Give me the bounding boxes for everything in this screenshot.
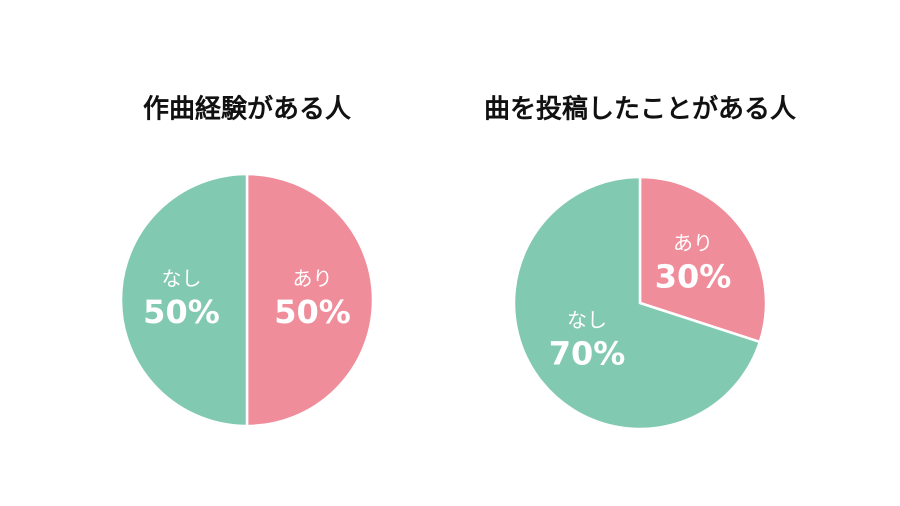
slice-value-label: 50% [143,293,220,331]
slice-value-label: 70% [549,335,626,373]
pie-slice [638,175,768,344]
slice-category: あり [673,231,713,255]
slice-value-label: 30% [655,257,732,295]
slice-category: なし [567,308,607,332]
chart-title: 作曲経験がある人 [143,94,351,125]
slice-category: あり [293,267,333,291]
slice-value-label: 50% [274,293,351,331]
pie-slice [245,172,375,428]
chart-title: 曲を投稿したことがある人 [484,94,796,125]
pie-slice [512,175,762,431]
pie-slice [119,172,249,428]
slice-category: なし [161,267,201,291]
